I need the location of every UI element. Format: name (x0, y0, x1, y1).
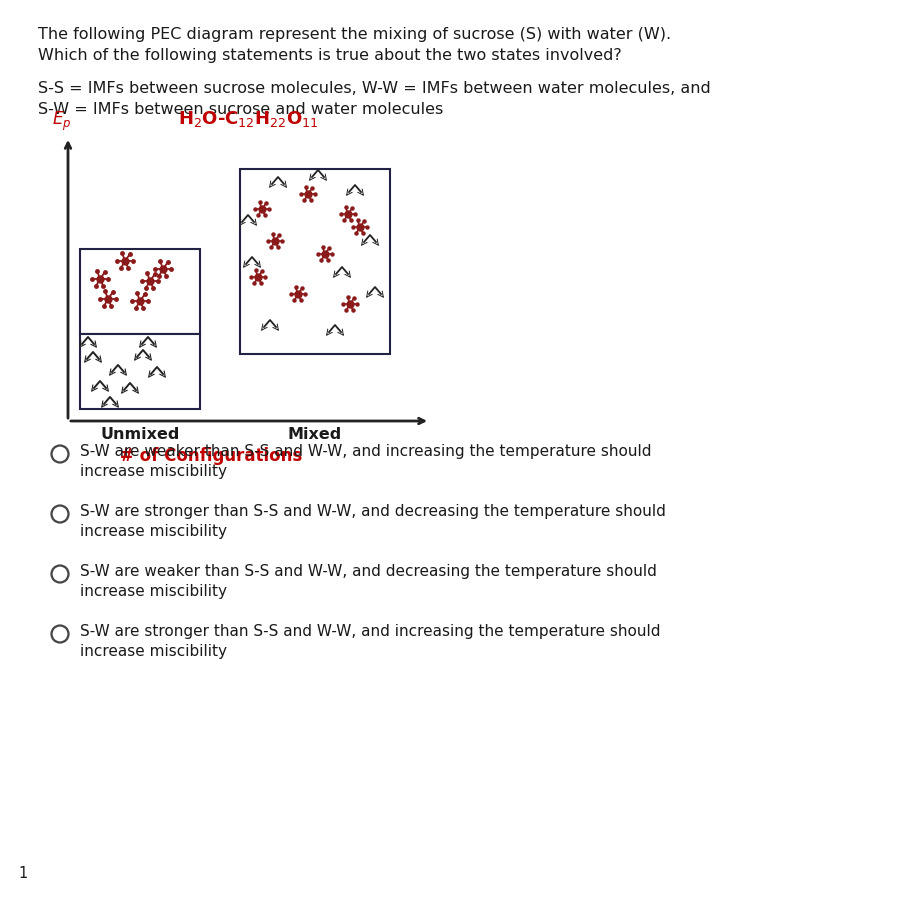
Circle shape (51, 565, 68, 583)
Bar (80, 334, 199, 409)
Bar (240, 169, 390, 354)
Text: Unmixed: Unmixed (100, 427, 179, 442)
Text: S-W are weaker than S-S and W-W, and decreasing the temperature should
increase : S-W are weaker than S-S and W-W, and dec… (80, 564, 656, 600)
Text: S-W = IMFs between sucrose and water molecules: S-W = IMFs between sucrose and water mol… (38, 102, 443, 117)
Text: S-W are stronger than S-S and W-W, and decreasing the temperature should
increas: S-W are stronger than S-S and W-W, and d… (80, 504, 665, 539)
Bar (80, 249, 199, 334)
Text: 1: 1 (18, 866, 28, 881)
Text: S-S = IMFs between sucrose molecules, W-W = IMFs between water molecules, and: S-S = IMFs between sucrose molecules, W-… (38, 81, 710, 96)
Text: Which of the following statements is true about the two states involved?: Which of the following statements is tru… (38, 48, 621, 63)
Text: The following PEC diagram represent the mixing of sucrose (S) with water (W).: The following PEC diagram represent the … (38, 27, 670, 42)
Text: # of Configurations: # of Configurations (119, 447, 302, 465)
Circle shape (51, 446, 68, 462)
Text: Mixed: Mixed (288, 427, 342, 442)
Circle shape (51, 626, 68, 643)
Text: H$_2$O-C$_{12}$H$_{22}$O$_{11}$: H$_2$O-C$_{12}$H$_{22}$O$_{11}$ (177, 109, 318, 129)
Text: S-W are stronger than S-S and W-W, and increasing the temperature should
increas: S-W are stronger than S-S and W-W, and i… (80, 624, 660, 659)
Text: $E_p$: $E_p$ (52, 110, 72, 133)
Text: S-W are weaker than S-S and W-W, and increasing the temperature should
increase : S-W are weaker than S-S and W-W, and inc… (80, 444, 651, 479)
Circle shape (51, 505, 68, 522)
